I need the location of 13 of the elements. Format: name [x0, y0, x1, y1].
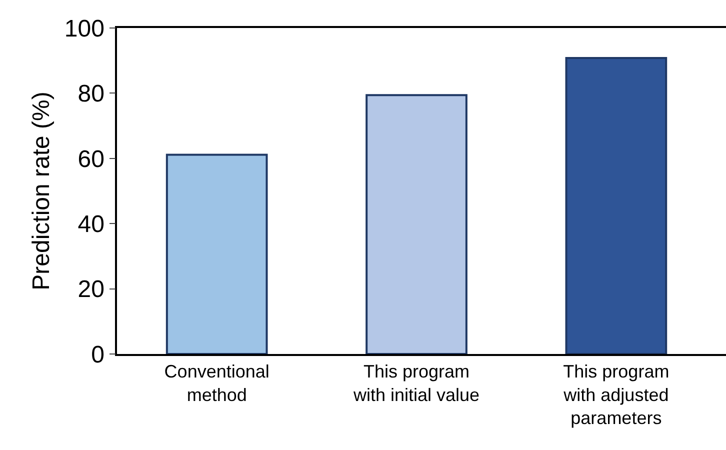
bar — [166, 154, 268, 354]
y-tick-label: 60 — [78, 146, 104, 173]
x-tick-label: This program with adjusted parameters — [562, 361, 670, 428]
bar — [565, 56, 668, 354]
y-tick-label: 20 — [78, 276, 104, 304]
y-tick-label: 0 — [91, 341, 104, 368]
y-axis-title: Prediction rate (%) — [28, 92, 56, 290]
y-tick-label: 80 — [78, 80, 104, 108]
y-tick-label: 40 — [78, 211, 104, 238]
bar — [366, 94, 468, 354]
y-tick-label: 100 — [64, 15, 104, 42]
x-tick-label: This program with initial value — [352, 361, 480, 405]
x-tick-label: Conventional method — [164, 361, 270, 405]
